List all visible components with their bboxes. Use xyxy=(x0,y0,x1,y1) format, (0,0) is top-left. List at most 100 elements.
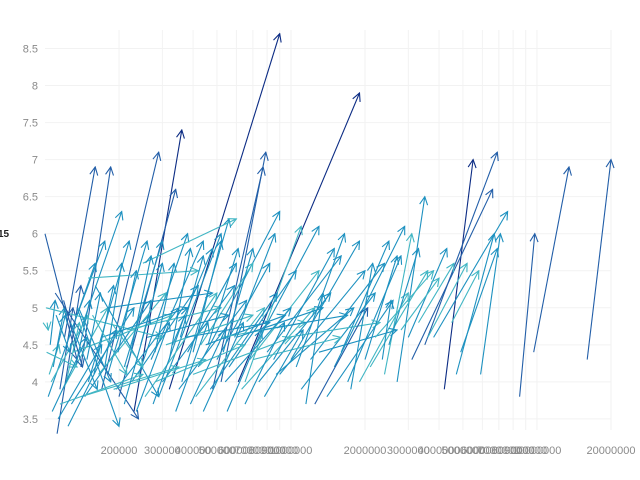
arrow-segment xyxy=(424,152,498,345)
arrow-segment xyxy=(318,330,397,353)
arrow-segment xyxy=(234,234,275,338)
y-tick-label: 8.5 xyxy=(23,44,38,56)
arrow-segment xyxy=(586,160,611,360)
arrow-segment xyxy=(396,197,425,382)
y-tick-label: 4.5 xyxy=(23,340,38,352)
arrow-segment xyxy=(263,330,303,397)
x-tick-label: 9000000 xyxy=(504,445,547,457)
arrow-segment xyxy=(92,314,127,374)
x-tick-label: 800000 xyxy=(249,445,286,457)
arrow-segment xyxy=(44,233,77,360)
arrow-segment xyxy=(63,300,83,367)
arrow-segment xyxy=(433,212,508,338)
arrow-segment xyxy=(104,263,122,368)
arrow-segment xyxy=(175,323,208,412)
arrow-segment xyxy=(54,292,138,419)
arrow-segment xyxy=(53,315,65,360)
arrow-segment xyxy=(252,337,341,361)
arrow-segment xyxy=(244,323,284,405)
arrow-segment xyxy=(340,241,389,353)
arrow-segment xyxy=(192,241,221,353)
arrow-segment xyxy=(364,256,397,360)
arrow-segment xyxy=(519,234,535,397)
arrow-segment xyxy=(400,278,439,331)
arrow-segment xyxy=(222,249,253,353)
arrow-segment xyxy=(45,307,162,338)
x-tick-label: 6000000 xyxy=(461,445,504,457)
y-tick-label: 5 xyxy=(32,303,38,315)
y-tick-label: 3.5 xyxy=(23,414,38,426)
x-tick-label: 600000 xyxy=(218,445,255,457)
grid-lines xyxy=(45,30,612,430)
y-axis-tick-labels: 3.5 4 4.5 5 5.5 6 6.5 7 7.5 8 8.5 xyxy=(23,44,38,426)
y-tick-label: 7 xyxy=(32,155,38,167)
arrow-segment xyxy=(55,315,70,352)
x-tick-label: 4000000 xyxy=(418,445,461,457)
arrow-segment xyxy=(226,330,262,412)
arrow-segment xyxy=(59,374,143,405)
arrow-segment xyxy=(47,323,48,330)
arrow-segment xyxy=(212,167,264,390)
left-edge-label: 15 xyxy=(0,229,10,240)
x-tick-label: 7000000 xyxy=(477,445,520,457)
arrow-segment xyxy=(189,330,225,405)
arrow-segment xyxy=(93,286,114,375)
arrow-segment xyxy=(135,323,169,412)
x-tick-label: 8000000 xyxy=(492,445,535,457)
x-tick-label: 300000 xyxy=(144,445,181,457)
arrow-segment xyxy=(178,300,247,390)
arrow-segment xyxy=(411,189,493,360)
arrow-segment xyxy=(326,300,393,398)
arrow-segment xyxy=(455,234,494,375)
arrow-segment xyxy=(146,315,229,338)
arrow-segment xyxy=(128,256,151,360)
arrow-segment xyxy=(68,241,105,338)
x-tick-label: 10000000 xyxy=(512,445,561,457)
x-tick-label: 500000 xyxy=(199,445,236,457)
arrow-segment xyxy=(150,241,203,360)
arrow-segment xyxy=(350,263,373,390)
arrow-segments xyxy=(45,34,611,434)
y-tick-label: 5.5 xyxy=(23,266,38,278)
x-axis-tick-labels: 200000 3000004000005000006000007000008000… xyxy=(101,445,636,457)
arrow-segment xyxy=(205,315,286,346)
arrow-segment xyxy=(314,308,368,405)
arrow-segment xyxy=(207,249,238,345)
arrow-segment xyxy=(418,263,455,323)
arrow-segment xyxy=(279,271,365,375)
x-tick-label: 900000 xyxy=(261,445,298,457)
arrow-segment xyxy=(255,226,319,346)
arrow-segment xyxy=(65,323,79,383)
arrow-segment xyxy=(49,300,55,345)
arrow-segment xyxy=(152,315,185,405)
arrow-segment xyxy=(57,345,102,420)
arrow-segment xyxy=(67,330,116,427)
arrow-segment xyxy=(460,249,498,353)
arrow-segment xyxy=(80,367,179,398)
x-tick-label: 20000000 xyxy=(587,445,636,457)
arrow-segment xyxy=(202,323,243,412)
x-tick-label: 400000 xyxy=(175,445,212,457)
arrow-segment xyxy=(46,351,78,367)
arrow-segment xyxy=(381,300,391,360)
arrow-segment xyxy=(48,345,59,375)
arrow-segment xyxy=(347,256,401,383)
arrow-segment xyxy=(197,212,279,368)
arrow-segment xyxy=(137,234,188,375)
arrow-segment xyxy=(107,293,213,309)
x-tick-label: 2000000 xyxy=(344,445,387,457)
arrow-segment xyxy=(154,263,174,353)
arrow-segment xyxy=(237,93,359,383)
arrow-segment xyxy=(88,271,198,279)
arrow-segment xyxy=(374,271,433,338)
arrow-segment xyxy=(480,234,501,375)
arrow-segment xyxy=(451,271,479,323)
arrow-segment xyxy=(69,322,98,390)
x-tick-label: 700000 xyxy=(235,445,272,457)
arrow-segment xyxy=(443,160,473,390)
arrow-segment xyxy=(369,271,428,368)
arrow-segment xyxy=(220,152,266,383)
arrow-segment xyxy=(273,249,335,360)
arrow-segment xyxy=(117,271,136,353)
